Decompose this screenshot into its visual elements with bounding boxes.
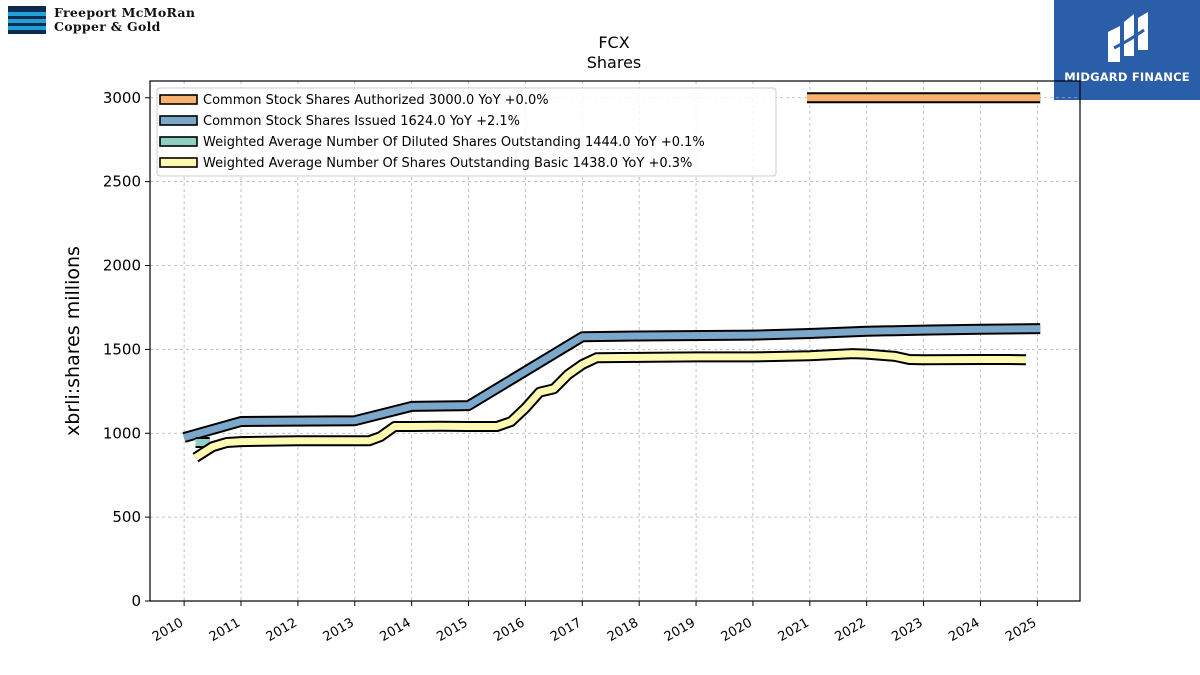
- company-logo-line1: Freeport McMoRan: [54, 5, 196, 20]
- company-logo-line2: Copper & Gold: [54, 19, 161, 34]
- y-tick-label: 2000: [103, 257, 141, 275]
- plot-frame: [149, 80, 1081, 602]
- x-tick-label: 2020: [719, 615, 755, 645]
- company-logo-mark: [8, 6, 46, 34]
- x-tick-label: 2024: [946, 615, 982, 645]
- x-tick-label: 2012: [264, 615, 300, 645]
- chart-subtitle: Shares: [587, 53, 642, 72]
- y-tick-label: 3000: [103, 89, 141, 107]
- x-tick-label: 2019: [662, 615, 698, 645]
- series-line-weighted-average-number-of-shares-outstanding-basic: [193, 350, 1027, 461]
- x-tick-label: 2018: [605, 615, 641, 645]
- x-tick-label: 2013: [321, 615, 357, 645]
- chart-legend: Common Stock Shares Authorized 3000.0 Yo…: [156, 87, 777, 177]
- legend-swatch: [159, 94, 198, 105]
- legend-swatch: [159, 115, 198, 126]
- x-tick-label: 2025: [1003, 615, 1039, 645]
- y-tick-label: 0: [131, 592, 141, 610]
- publisher-logo-text: MIDGARD FINANCE: [1064, 70, 1190, 84]
- x-tick-label: 2023: [889, 615, 925, 645]
- chart-title: FCX: [598, 33, 629, 52]
- y-tick-label: 1500: [103, 340, 141, 358]
- x-tick-label: 2022: [833, 615, 869, 645]
- legend-label: Weighted Average Number Of Shares Outsta…: [203, 156, 692, 171]
- y-axis-label: xbrli:shares millions: [62, 246, 84, 436]
- x-tick-label: 2010: [150, 615, 186, 645]
- x-tick-label: 2021: [776, 615, 812, 645]
- x-tick-label: 2014: [377, 615, 413, 645]
- x-tick-label: 2016: [491, 615, 527, 645]
- legend-label: Common Stock Shares Issued 1624.0 YoY +2…: [203, 114, 520, 129]
- legend-box: [156, 87, 777, 177]
- company-logo: Freeport McMoRan Copper & Gold: [8, 6, 238, 40]
- legend-label: Weighted Average Number Of Diluted Share…: [203, 135, 705, 150]
- x-tick-label: 2015: [434, 615, 470, 645]
- x-tick-label: 2011: [207, 615, 243, 645]
- series-line-common-stock-shares-issued: [183, 325, 1041, 441]
- publisher-logo-mark: [1108, 12, 1148, 62]
- chart-series-layer: [182, 92, 1041, 463]
- publisher-logo: MIDGARD FINANCE: [1054, 0, 1200, 100]
- legend-swatch: [159, 136, 198, 147]
- legend-swatch: [159, 157, 198, 168]
- y-tick-label: 500: [112, 508, 141, 526]
- y-tick-label: 2500: [103, 173, 141, 191]
- company-logo-name: Freeport McMoRan Copper & Gold: [54, 6, 195, 34]
- x-tick-label: 2017: [548, 615, 584, 645]
- legend-label: Common Stock Shares Authorized 3000.0 Yo…: [203, 93, 549, 108]
- y-tick-label: 1000: [103, 424, 141, 442]
